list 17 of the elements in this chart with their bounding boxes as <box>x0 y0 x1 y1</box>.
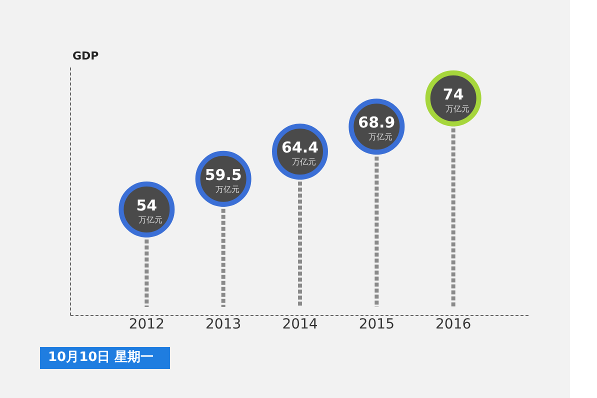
data-label: 64.4 <box>281 138 319 157</box>
x-tick-label: 2014 <box>282 316 318 332</box>
text: 10月10日 星期一 <box>48 350 154 365</box>
annotation: 万亿元 <box>215 184 240 194</box>
x-tick-label: 2013 <box>206 316 242 332</box>
annotation: 万亿元 <box>445 104 470 114</box>
annotation: 万亿元 <box>138 215 163 224</box>
x-tick-label: 2016 <box>436 316 472 332</box>
data-label: 74 <box>442 85 464 104</box>
x-tick-label: 2012 <box>128 316 164 332</box>
annotation: 万亿元 <box>292 158 316 167</box>
y-axis-title: GDP <box>72 50 99 62</box>
x-tick-label: 2015 <box>358 316 394 332</box>
annotation: 万亿元 <box>368 132 393 142</box>
data-label: 54 <box>136 196 158 214</box>
data-label: 59.5 <box>204 166 242 184</box>
data-label: 68.9 <box>358 114 396 132</box>
